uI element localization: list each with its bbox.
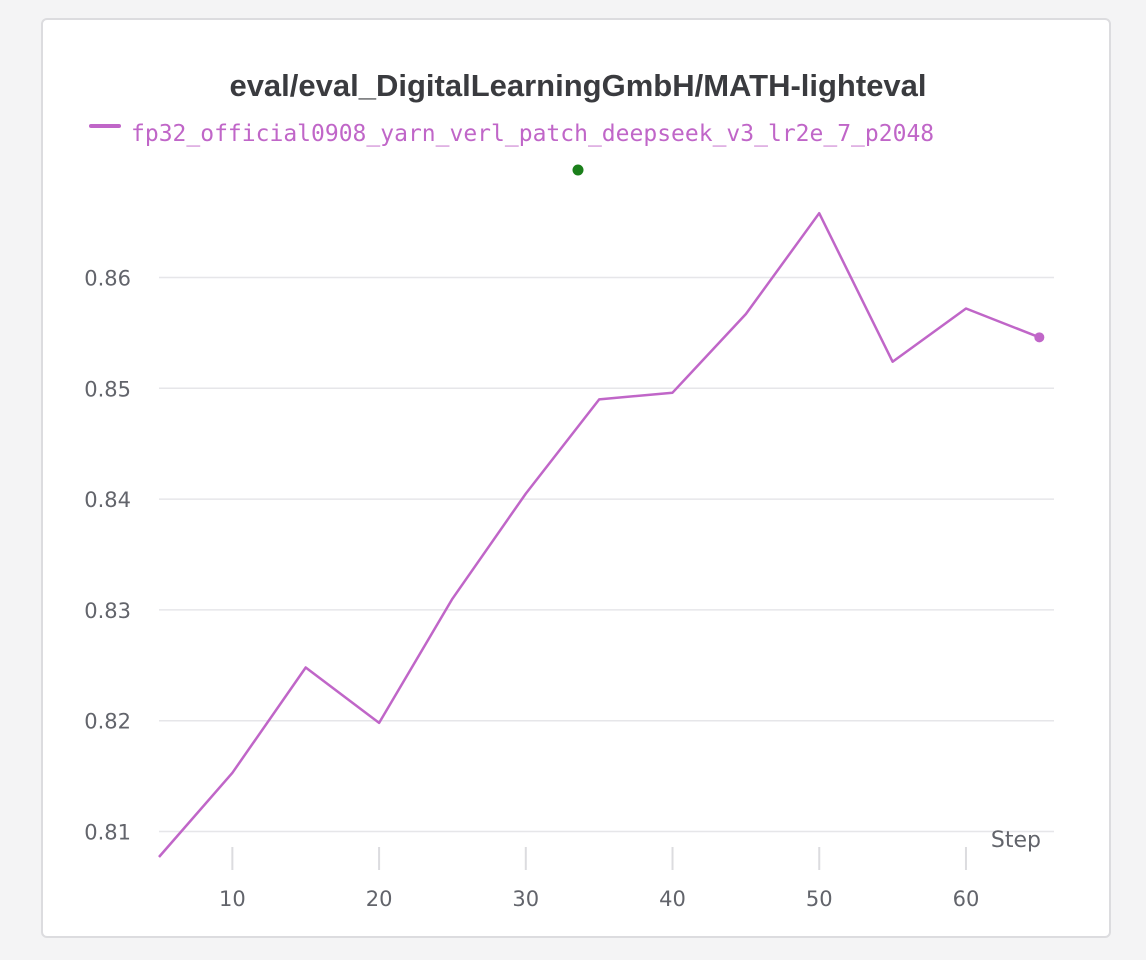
x-axis: 10 20 30 40 50 60	[219, 847, 979, 911]
series-line[interactable]	[159, 213, 1039, 857]
y-tick-label: 0.83	[84, 599, 131, 623]
y-tick-label: 0.84	[84, 488, 131, 512]
x-tick-label: 30	[512, 887, 539, 911]
series-layer	[159, 213, 1044, 857]
chart-title: eval/eval_DigitalLearningGmbH/MATH-light…	[229, 68, 926, 103]
y-tick-label: 0.82	[84, 710, 131, 734]
series-end-point[interactable]	[1034, 332, 1044, 342]
x-tick-label: 10	[219, 887, 246, 911]
y-tick-label: 0.81	[84, 821, 131, 845]
x-tick-label: 60	[953, 887, 980, 911]
x-axis-label: Step	[991, 828, 1041, 853]
line-chart: 10 20 30 40 50 60 0.81 0.82 0.83 0.84 0.85 0.86 ev…	[43, 20, 1109, 936]
y-axis: 0.81 0.82 0.83 0.84 0.85 0.86	[84, 266, 131, 844]
y-tick-label: 0.86	[84, 266, 131, 290]
y-tick-label: 0.85	[84, 377, 131, 401]
x-tick-label: 40	[659, 887, 686, 911]
x-tick-label: 50	[806, 887, 833, 911]
status-marker-dot	[573, 165, 584, 176]
chart-panel: 10 20 30 40 50 60 0.81 0.82 0.83 0.84 0.85 0.86 ev…	[41, 18, 1111, 938]
x-tick-label: 20	[366, 887, 393, 911]
legend[interactable]: fp32_official0908_yarn_verl_patch_deepse…	[91, 121, 934, 147]
grid-lines	[159, 277, 1054, 831]
legend-label: fp32_official0908_yarn_verl_patch_deepse…	[131, 121, 934, 147]
